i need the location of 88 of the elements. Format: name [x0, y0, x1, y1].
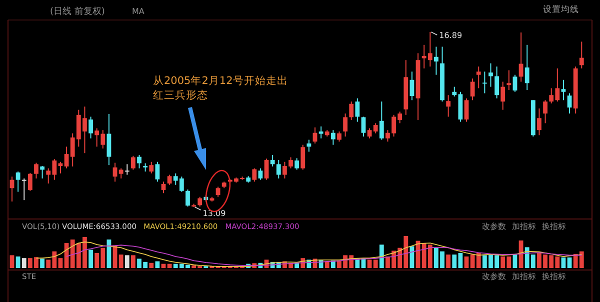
- bar: [446, 254, 451, 268]
- bar: [16, 256, 20, 268]
- bar: [131, 255, 136, 268]
- bar: [373, 260, 378, 268]
- candlestick: [28, 172, 32, 192]
- candlestick: [367, 128, 372, 139]
- candlestick: [482, 71, 487, 94]
- candlestick: [64, 146, 69, 169]
- annotation: 16.89: [439, 31, 462, 40]
- bar: [379, 244, 384, 268]
- candlestick: [434, 46, 438, 76]
- chart-title: (日线 前复权): [50, 6, 105, 17]
- bar: [118, 254, 124, 268]
- candlestick: [252, 168, 257, 182]
- candlestick: [561, 79, 566, 101]
- candlestick: [488, 62, 493, 88]
- candlestick: [40, 166, 44, 179]
- candlestick: [446, 94, 451, 118]
- candlestick: [355, 98, 360, 122]
- text: 改参数: [482, 222, 506, 231]
- candlestick: [349, 101, 354, 120]
- candlestick: [379, 101, 384, 140]
- candlestick: [579, 41, 584, 69]
- bar: [10, 255, 14, 268]
- bar: [88, 250, 93, 268]
- candlestick: [294, 158, 300, 170]
- bar: [149, 262, 154, 268]
- candlestick: [410, 71, 414, 101]
- candlestick: [373, 122, 378, 134]
- bar: [294, 262, 300, 268]
- text: 加指标: [512, 222, 536, 231]
- bar: [367, 260, 372, 268]
- bar: [464, 256, 469, 268]
- candlestick: [34, 162, 38, 179]
- candlestick: [567, 92, 572, 114]
- candlestick: [337, 130, 342, 142]
- candlestick: [343, 113, 348, 138]
- candlestick: [470, 78, 475, 101]
- candlestick: [476, 66, 481, 89]
- candlestick: [318, 126, 324, 139]
- candlestick: [198, 196, 202, 208]
- candlestick: [167, 174, 172, 186]
- candlestick: [137, 154, 142, 169]
- chart-subtitle: MA: [132, 7, 145, 16]
- candlestick: [186, 189, 190, 208]
- text: 换指标: [542, 222, 566, 231]
- candlestick: [537, 108, 542, 136]
- candlestick: [22, 178, 26, 201]
- bar: [40, 258, 44, 268]
- candlestick: [464, 98, 469, 122]
- bar: [330, 260, 336, 268]
- candlestick: [16, 171, 20, 192]
- bar: [167, 264, 172, 268]
- candlestick: [264, 158, 269, 180]
- text: 换指标: [542, 272, 566, 281]
- candlestick: [270, 154, 275, 167]
- candlestick: [149, 161, 154, 174]
- candlestick: [330, 130, 336, 146]
- bar: [561, 257, 566, 268]
- candlestick: [131, 155, 136, 170]
- bar: [324, 261, 330, 268]
- bar: [22, 258, 26, 268]
- candlestick: [118, 168, 124, 179]
- candlestick: [524, 44, 530, 91]
- candlestick: [161, 181, 166, 194]
- candlestick: [500, 81, 506, 110]
- candlestick: [543, 100, 548, 124]
- text: 加指标: [512, 272, 536, 281]
- candlestick: [258, 168, 263, 180]
- text: 设置均线: [543, 4, 579, 15]
- bar: [124, 255, 130, 268]
- annotation: 从2005年2月12号开始走出红三兵形态: [153, 74, 288, 102]
- candlestick: [124, 164, 130, 176]
- candlestick: [155, 161, 160, 182]
- candlestick: [306, 139, 312, 152]
- candlestick: [494, 66, 499, 99]
- candlestick: [88, 116, 93, 139]
- candlestick: [512, 74, 518, 92]
- candlestick: [361, 116, 366, 138]
- candlestick: [216, 186, 220, 198]
- bar: [567, 257, 572, 268]
- candlestick: [300, 144, 306, 170]
- candlestick: [506, 70, 512, 91]
- bar: [58, 258, 63, 268]
- candlestick: [276, 160, 281, 179]
- candlestick: [106, 113, 112, 166]
- text: 改参数: [482, 272, 506, 281]
- bar: [155, 261, 160, 268]
